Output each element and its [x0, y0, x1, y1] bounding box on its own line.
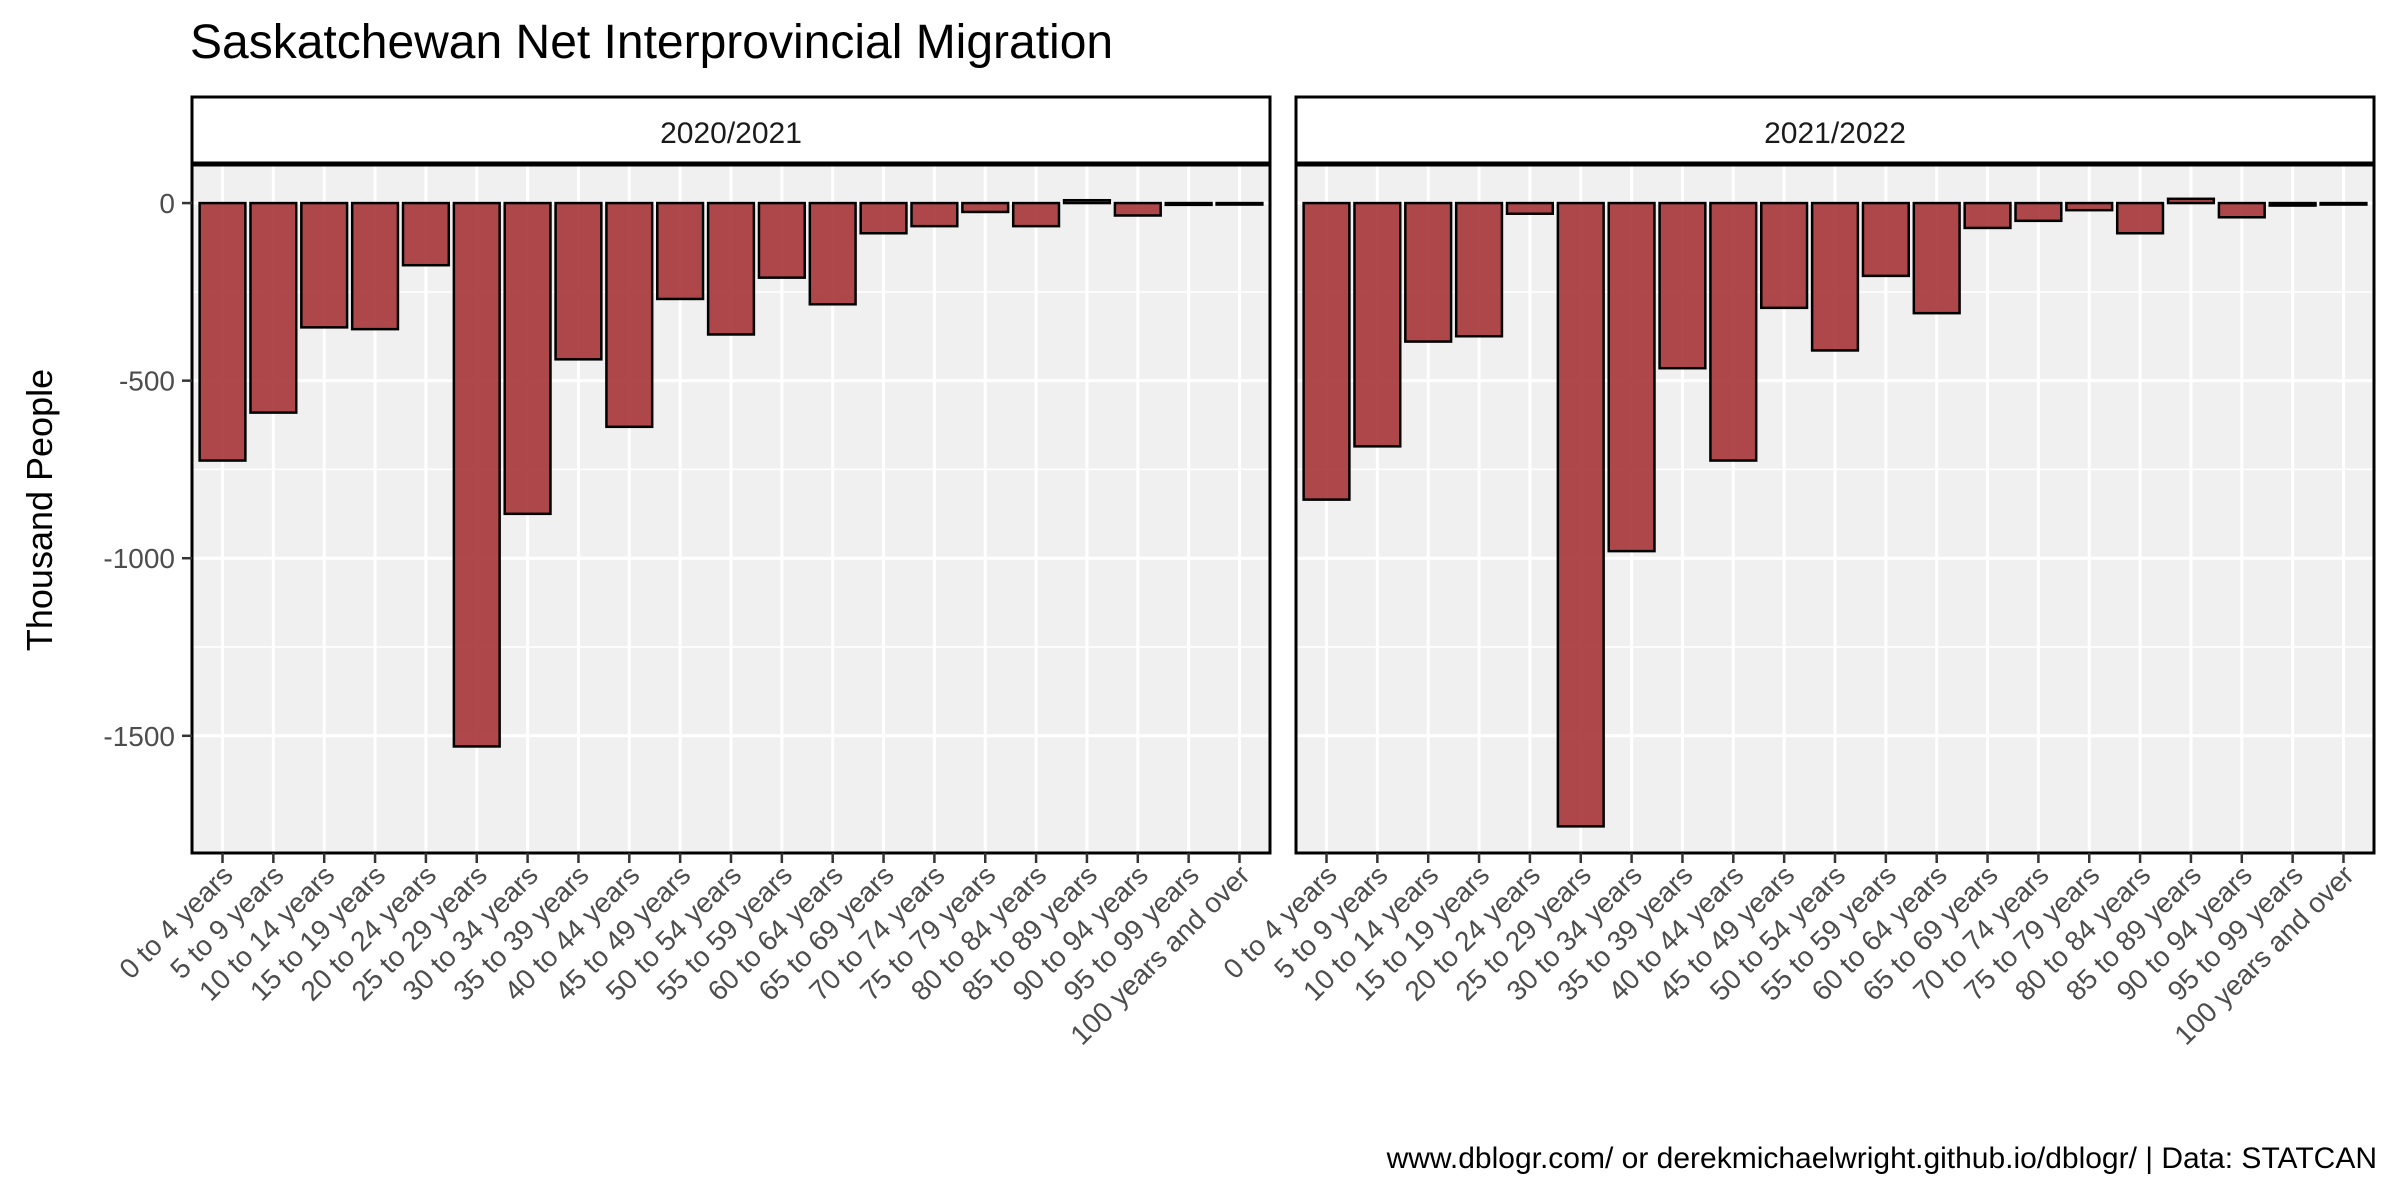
- bar: [1215, 201, 1264, 206]
- bar: [1810, 201, 1860, 352]
- bar: [1709, 201, 1758, 462]
- bar: [1353, 201, 1402, 448]
- y-tick-label: -500: [119, 366, 175, 397]
- bar: [2268, 201, 2317, 207]
- bar: [1912, 201, 1961, 315]
- bar: [249, 201, 298, 414]
- bar: [1556, 201, 1605, 828]
- bar: [1505, 201, 1555, 215]
- strip-label: 2020/2021: [660, 117, 802, 150]
- bar: [859, 201, 908, 235]
- bar: [605, 201, 654, 429]
- bar: [503, 201, 552, 516]
- bar: [1760, 201, 1809, 310]
- bar: [554, 201, 603, 361]
- bar: [1062, 198, 1112, 205]
- bar: [656, 201, 705, 301]
- bar: [1658, 201, 1707, 370]
- bar: [452, 201, 501, 748]
- bar: [1011, 201, 1061, 228]
- bar: [808, 201, 857, 306]
- bar: [350, 201, 400, 331]
- bar: [300, 201, 349, 329]
- bar: [2014, 201, 2063, 223]
- bar: [1113, 201, 1162, 217]
- bar: [961, 201, 1010, 214]
- chart-title: Saskatchewan Net Interprovincial Migrati…: [190, 16, 1113, 69]
- bar: [1404, 201, 1453, 343]
- bar: [2065, 201, 2114, 212]
- y-tick-label: -1500: [103, 721, 175, 752]
- strip-label: 2021/2022: [1764, 117, 1906, 150]
- bar: [2319, 201, 2368, 206]
- bar: [910, 201, 959, 228]
- bar: [2115, 201, 2165, 235]
- y-tick-label: -1000: [103, 543, 175, 574]
- bar: [198, 201, 247, 462]
- bar: [2217, 201, 2266, 219]
- bar: [2166, 197, 2216, 205]
- caption: www.dblogr.com/ or derekmichaelwright.gi…: [1386, 1142, 2377, 1175]
- y-axis-label: Thousand People: [19, 369, 60, 651]
- strip-background: [1294, 95, 2376, 166]
- bar: [1963, 201, 2012, 230]
- bar: [1454, 201, 1504, 338]
- y-tick-label: 0: [159, 188, 175, 219]
- bar: [706, 201, 756, 336]
- bar: [1302, 201, 1351, 501]
- bar: [1861, 201, 1910, 278]
- bar: [1164, 201, 1213, 207]
- bar: [757, 201, 806, 279]
- bar: [401, 201, 451, 267]
- bar: [1607, 201, 1656, 553]
